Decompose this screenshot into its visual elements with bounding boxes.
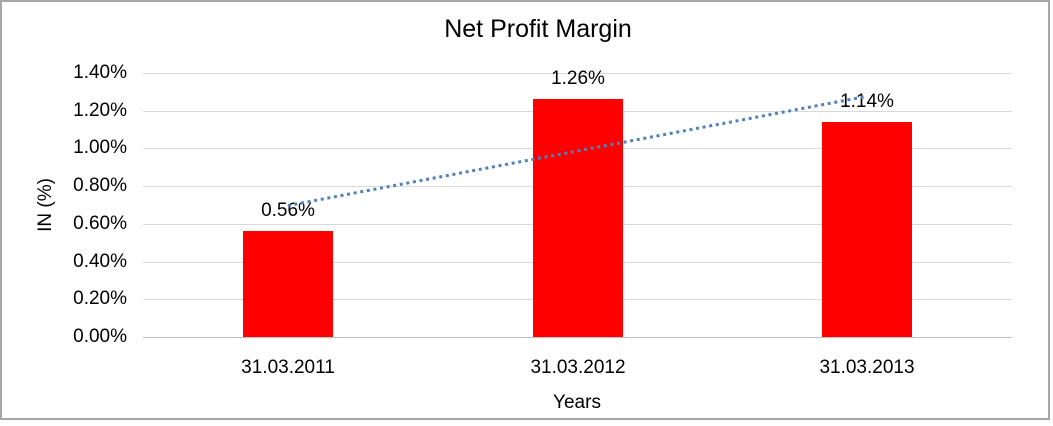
data-label: 0.56% bbox=[261, 200, 315, 221]
y-tick-label: 0.40% bbox=[73, 251, 127, 272]
data-label: 1.26% bbox=[551, 68, 605, 89]
y-tick-label: 1.40% bbox=[73, 62, 127, 83]
data-label: 1.14% bbox=[840, 91, 894, 112]
bar-31.03.2013 bbox=[822, 122, 912, 337]
bar-31.03.2011 bbox=[243, 231, 333, 337]
x-tick-label: 31.03.2011 bbox=[241, 357, 335, 378]
gridline bbox=[143, 73, 1012, 74]
y-tick-label: 1.20% bbox=[73, 100, 127, 121]
chart-title: Net Profit Margin bbox=[444, 15, 632, 43]
y-tick-label: 0.00% bbox=[73, 326, 127, 347]
x-tick-label: 31.03.2012 bbox=[530, 357, 626, 378]
bar-31.03.2012 bbox=[533, 99, 623, 337]
y-tick-label: 0.20% bbox=[73, 288, 127, 309]
x-axis-title: Years bbox=[553, 392, 601, 413]
y-tick-label: 0.60% bbox=[73, 213, 127, 234]
y-tick-label: 1.00% bbox=[73, 137, 127, 158]
y-tick-label: 0.80% bbox=[73, 175, 127, 196]
x-tick-label: 31.03.2013 bbox=[819, 357, 915, 378]
x-axis-line bbox=[143, 337, 1012, 338]
